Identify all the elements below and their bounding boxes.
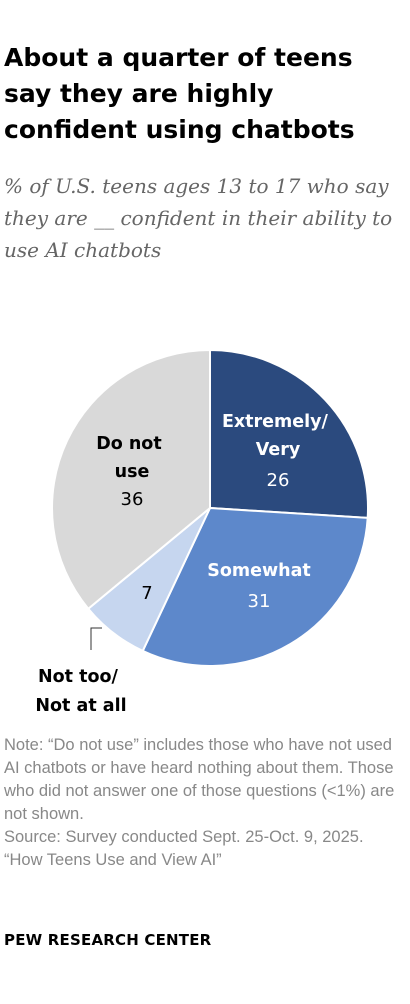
slice-value-somewhat: 31 — [248, 591, 271, 612]
slice-label-do-not-use: Do not use — [96, 434, 168, 482]
leader-line-not-too — [90, 627, 102, 650]
slice-value-not-too: 7 — [141, 583, 152, 604]
pew-logo: PEW RESEARCH CENTER — [4, 931, 212, 949]
pie-slice-somewhat — [141, 506, 369, 667]
chart-title: About a quarter of teens say they are hi… — [4, 43, 355, 144]
pie-chart: Extremely/ Very 26 Somewhat 31 7 Not too… — [35, 348, 370, 716]
chart-subtitle: % of U.S. teens ages 13 to 17 who say th… — [4, 174, 393, 262]
note-text: Note: “Do not use” includes those who ha… — [4, 736, 395, 823]
slice-label-extremely-very: Extremely/ Very — [222, 412, 334, 460]
slice-value-extremely-very: 26 — [267, 470, 290, 491]
source-text: Source: Survey conducted Sept. 25-Oct. 9… — [4, 828, 364, 846]
slice-label-somewhat: Somewhat — [207, 561, 311, 581]
pie-slice-extremely-very — [209, 348, 370, 519]
slice-label-not-too: Not too/ Not at all — [35, 667, 126, 716]
report-title: “How Teens Use and View AI” — [4, 851, 222, 869]
slice-value-do-not-use: 36 — [121, 489, 144, 510]
notes: Note: “Do not use” includes those who ha… — [4, 734, 406, 872]
pie-slice-do-not-use — [51, 348, 211, 611]
